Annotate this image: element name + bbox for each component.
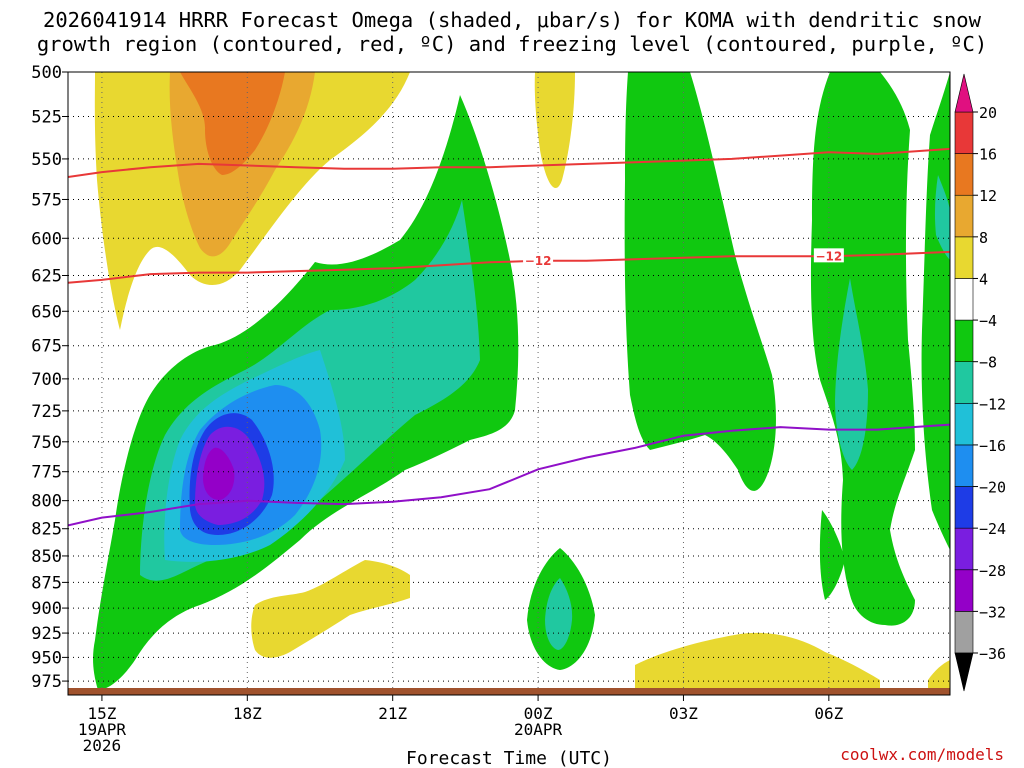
y-tick-label: 550 (31, 150, 62, 170)
colorbar: −36 −32 −28 −24 −20 −16 −12 −8 −4 4 8 12 16 20 (954, 73, 1006, 692)
y-tick-label: 925 (31, 624, 62, 644)
grid-lines (68, 72, 950, 695)
x-tick-label: 15Z (87, 704, 116, 723)
colorbar-segment (954, 111, 974, 154)
y-tick-label: 950 (31, 648, 62, 668)
x-tick-label: 03Z (669, 704, 698, 723)
y-tick-label: 875 (31, 573, 62, 593)
x-tick-sublabel: 20APR (514, 720, 563, 739)
x-tick-label: 00Z (524, 704, 553, 723)
colorbar-tick-label: −32 (979, 603, 1006, 621)
colorbar-segment (954, 194, 974, 238)
y-tick-label: 750 (31, 433, 62, 453)
omega-region-positive-lower-left (251, 560, 410, 658)
colorbar-top-arrow (954, 73, 974, 113)
omega-region-positive-bottom-edge (928, 660, 950, 695)
x-tick-label: 18Z (233, 704, 262, 723)
y-tick-label: 850 (31, 547, 62, 567)
freezing-level-contour (68, 423, 950, 527)
colorbar-tick-label: −4 (979, 312, 997, 330)
omega-region-positive-bottom-right (635, 632, 880, 695)
colorbar-tick-label: 8 (979, 229, 988, 247)
colorbar-tick-label: −12 (979, 395, 1006, 413)
y-tick-label: 900 (31, 599, 62, 619)
colorbar-bottom-arrow (954, 652, 974, 692)
x-axis-label: Forecast Time (UTC) (406, 748, 612, 768)
y-tick-label: 800 (31, 492, 62, 512)
colorbar-segment (954, 153, 974, 196)
omega-region-minus28-to-minus32 (203, 447, 235, 500)
omega-region-right-column-2 (810, 72, 915, 626)
contour-label-bg (813, 248, 844, 263)
colorbar-segment (954, 361, 974, 404)
omega-region-12-to-16 (180, 72, 285, 175)
colorbar-segment (954, 278, 974, 321)
y-tick-label: 625 (31, 267, 62, 287)
watermark: coolwx.com/models (840, 745, 1004, 764)
colorbar-segment (954, 611, 974, 654)
y-tick-label: 575 (31, 190, 62, 210)
y-tick-label: 525 (31, 107, 62, 127)
colorbar-tick-label: −24 (979, 520, 1006, 538)
chart-title-line-1: 2026041914 HRRR Forecast Omega (shaded, … (43, 8, 981, 32)
colorbar-segment (954, 403, 974, 446)
omega-region-small-top (534, 72, 575, 189)
colorbar-tick-label: −16 (979, 437, 1006, 455)
colorbar-segment (954, 236, 974, 279)
colorbar-tick-label: −36 (979, 645, 1006, 663)
y-tick-label: 775 (31, 463, 62, 483)
y-tick-label: 675 (31, 337, 62, 357)
contour-label: −12 (525, 254, 552, 268)
colorbar-segment (954, 569, 974, 612)
y-tick-label: 500 (31, 63, 62, 83)
omega-region-blob-00z-core (545, 578, 573, 650)
contour-label: −12 (815, 249, 842, 263)
y-tick-label: 600 (31, 229, 62, 249)
y-tick-label: 825 (31, 520, 62, 540)
plot-area: −12 −12 (68, 72, 950, 695)
temperature-contours: −12 −12 (68, 147, 950, 527)
contour-label-bg (523, 252, 554, 267)
x-tick-label: 06Z (814, 704, 843, 723)
y-axis: 500 525 550 575 600 625 650 675 700 725 750 775 800 8… (31, 63, 68, 692)
omega-region-right-column-1 (624, 72, 776, 491)
y-tick-label: 650 (31, 302, 62, 322)
x-tick-label: 21Z (378, 704, 407, 723)
y-tick-label: 700 (31, 370, 62, 390)
colorbar-tick-label: 12 (979, 187, 997, 205)
colorbar-segment (954, 444, 974, 487)
x-tick-sublabel: 19APR (78, 720, 127, 739)
colorbar-segment (954, 527, 974, 571)
y-tick-label: 725 (31, 402, 62, 422)
omega-region-bottom-green-sliver (819, 510, 845, 600)
plot-frame (67, 71, 951, 696)
colorbar-tick-label: 4 (979, 270, 988, 288)
y-tick-label: 975 (31, 672, 62, 692)
chart-title-line-2: growth region (contoured, red, ºC) and f… (36, 32, 988, 56)
colorbar-tick-label: 20 (979, 104, 997, 122)
colorbar-tick-label: −20 (979, 479, 1006, 497)
dgz-contour-upper (68, 147, 950, 178)
omega-region-right-column-2-core (835, 278, 868, 470)
colorbar-tick-label: −28 (979, 562, 1006, 580)
colorbar-tick-label: −8 (979, 354, 997, 372)
x-tick-sublabel: 2026 (83, 736, 122, 755)
ground-band (68, 688, 950, 695)
dgz-contour-minus12 (68, 250, 950, 284)
colorbar-segment (954, 486, 974, 529)
colorbar-tick-label: 16 (979, 146, 997, 164)
colorbar-segment (954, 319, 974, 362)
